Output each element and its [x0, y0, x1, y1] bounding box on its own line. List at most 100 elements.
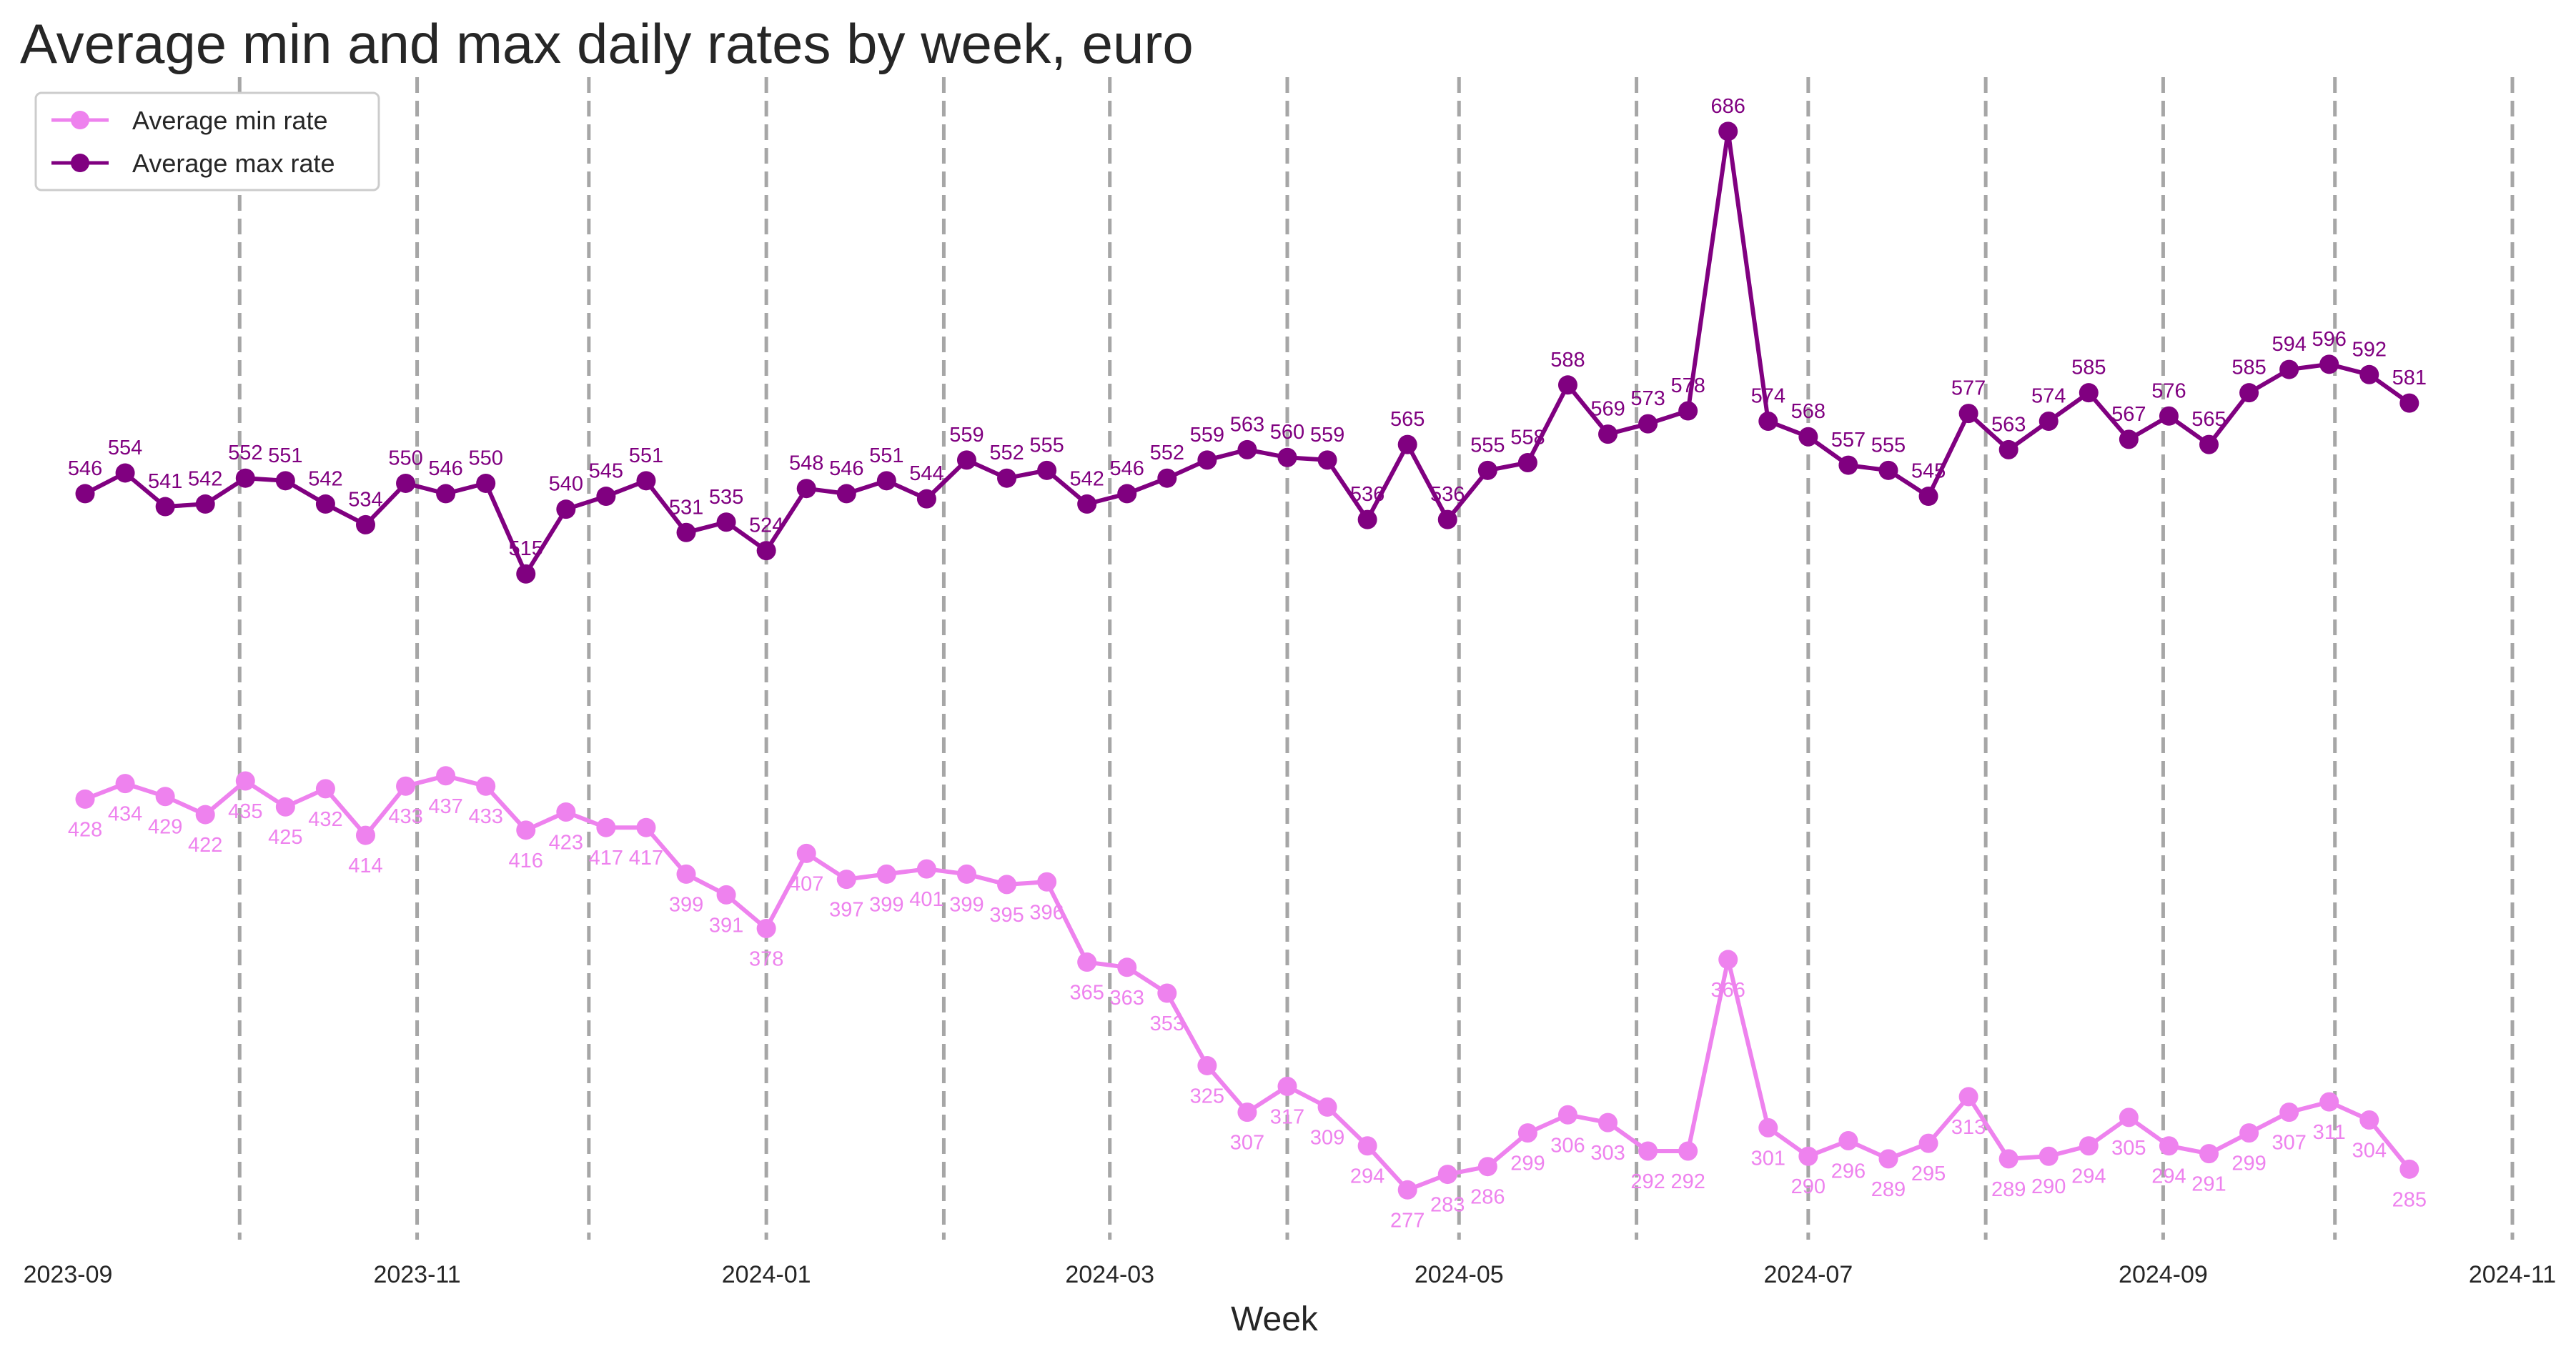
data-label-min: 290	[2031, 1175, 2066, 1198]
data-label-max: 544	[909, 462, 943, 485]
data-label-max: 585	[2231, 357, 2266, 379]
data-label-max: 534	[348, 488, 382, 511]
data-label-min: 395	[989, 904, 1024, 927]
data-label-min: 290	[1791, 1175, 1826, 1198]
data-label-min: 311	[2313, 1121, 2346, 1144]
data-point-max	[1437, 509, 1457, 529]
data-label-max: 576	[2151, 379, 2186, 402]
data-point-min	[2119, 1107, 2139, 1127]
data-point-min	[2199, 1144, 2219, 1164]
data-label-min: 307	[2272, 1132, 2306, 1155]
data-point-max	[916, 489, 936, 509]
data-label-max: 542	[308, 467, 342, 490]
data-point-min	[756, 918, 776, 938]
data-point-max	[2159, 406, 2179, 426]
data-point-max	[235, 468, 255, 488]
data-label-max: 555	[1029, 434, 1064, 457]
data-point-max	[1598, 424, 1618, 444]
data-point-min	[876, 864, 896, 884]
data-point-min	[2239, 1123, 2259, 1143]
data-label-min: 391	[709, 914, 743, 937]
data-label-min: 289	[1991, 1178, 2026, 1201]
data-point-max	[1477, 460, 1497, 480]
data-label-min: 378	[749, 947, 783, 970]
data-label-max: 686	[1711, 95, 1745, 118]
chart-title: Average min and max daily rates by week,…	[20, 12, 1194, 75]
data-point-max	[1157, 468, 1177, 488]
data-point-max	[2119, 429, 2139, 449]
data-label-min: 437	[428, 795, 462, 818]
x-axis-ticks: 2023-09 2023-11 2024-01 2024-03 2024-05 2024-…	[24, 1261, 2557, 1288]
data-point-min	[155, 787, 175, 807]
data-label-min: 307	[1230, 1132, 1264, 1155]
data-point-max	[2079, 383, 2099, 403]
data-point-min	[476, 776, 496, 796]
data-label-max: 542	[1069, 467, 1104, 490]
data-label-min: 292	[1630, 1170, 1665, 1193]
data-label-max: 524	[749, 514, 783, 537]
data-point-max	[1638, 414, 1658, 434]
data-label-max: 555	[1470, 434, 1505, 457]
data-point-max	[836, 484, 856, 504]
data-label-max: 557	[1831, 429, 1866, 452]
data-label-min: 399	[669, 893, 703, 916]
data-point-max	[1678, 401, 1698, 421]
data-label-max: 550	[468, 447, 502, 469]
x-tick-label: 2024-05	[1415, 1261, 1504, 1288]
data-point-min	[556, 802, 576, 822]
data-label-min: 396	[1029, 901, 1064, 924]
x-axis-label: Week	[1231, 1300, 1319, 1338]
data-label-max: 535	[709, 486, 743, 509]
data-label-min: 304	[2352, 1140, 2387, 1163]
data-label-max: 573	[1630, 387, 1665, 410]
data-point-max	[756, 541, 776, 561]
data-label-min: 325	[1190, 1085, 1224, 1107]
x-tick-label: 2024-11	[2469, 1261, 2556, 1288]
data-label-min: 299	[2231, 1153, 2266, 1175]
data-point-max	[396, 473, 416, 493]
data-label-min: 317	[1270, 1105, 1304, 1128]
data-label-min: 432	[308, 808, 342, 831]
data-point-max	[2199, 434, 2219, 454]
data-label-max: 568	[1791, 400, 1826, 423]
data-label-max: 552	[989, 442, 1024, 464]
data-point-min	[1557, 1105, 1577, 1125]
data-label-min: 365	[1069, 982, 1104, 1005]
data-point-min	[1117, 957, 1137, 977]
data-label-max: 551	[869, 444, 903, 467]
data-point-min	[1317, 1097, 1337, 1117]
data-point-min	[75, 789, 95, 809]
data-point-max	[1557, 375, 1577, 395]
data-point-min	[1638, 1141, 1658, 1161]
data-label-min: 294	[2151, 1165, 2186, 1188]
data-label-max: 548	[789, 452, 823, 475]
data-point-min	[676, 864, 696, 884]
data-label-min: 407	[789, 872, 823, 895]
data-point-min	[275, 797, 295, 817]
data-label-max: 546	[68, 457, 102, 480]
data-label-min: 399	[869, 893, 903, 916]
data-label-min: 277	[1390, 1209, 1425, 1232]
data-point-max	[2279, 359, 2299, 379]
data-label-max: 558	[1510, 426, 1545, 449]
data-label-min: 429	[148, 816, 182, 839]
data-point-min	[1878, 1149, 1898, 1169]
data-label-min: 296	[1831, 1160, 1866, 1183]
data-label-min: 301	[1751, 1147, 1785, 1170]
data-label-min: 292	[1670, 1170, 1705, 1193]
data-point-min	[315, 779, 335, 799]
data-label-min: 299	[1510, 1153, 1545, 1175]
data-point-min	[2399, 1159, 2419, 1179]
data-label-min: 423	[549, 831, 583, 854]
data-label-min: 417	[629, 847, 663, 870]
data-label-max: 596	[2312, 328, 2347, 351]
data-label-max: 540	[549, 473, 583, 496]
data-label-max: 578	[1670, 374, 1705, 397]
data-label-max: 563	[1991, 413, 2026, 436]
data-point-min	[1758, 1117, 1778, 1138]
data-point-max	[1317, 450, 1337, 470]
data-point-max	[596, 487, 616, 507]
data-point-min	[1397, 1180, 1417, 1200]
data-point-max	[516, 564, 536, 584]
data-label-max: 555	[1871, 434, 1906, 457]
